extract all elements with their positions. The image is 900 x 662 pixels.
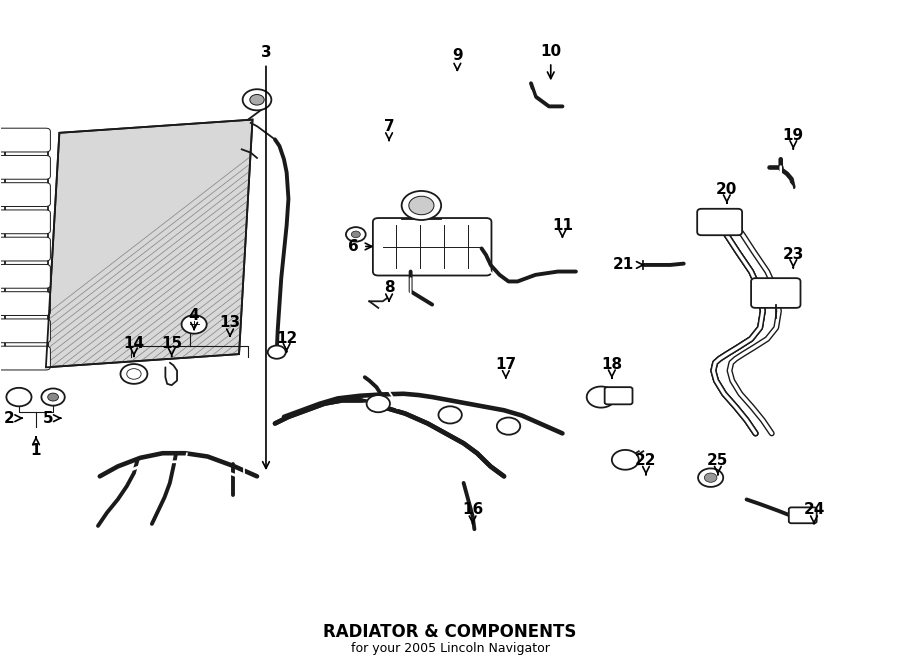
Circle shape [409,196,434,214]
Circle shape [366,395,390,412]
Circle shape [438,406,462,424]
Text: 13: 13 [220,314,240,330]
FancyBboxPatch shape [0,346,50,370]
Text: 25: 25 [707,453,728,469]
Text: 14: 14 [123,336,145,351]
FancyBboxPatch shape [0,319,50,343]
Circle shape [698,469,724,487]
Circle shape [250,95,265,105]
FancyBboxPatch shape [0,237,50,261]
Text: 4: 4 [189,308,200,323]
Circle shape [612,450,639,470]
Circle shape [182,315,207,334]
Circle shape [346,227,365,242]
Text: 7: 7 [383,119,394,134]
Text: 24: 24 [804,502,824,517]
Text: 2: 2 [4,410,14,426]
Text: 8: 8 [383,279,394,295]
Text: 6: 6 [347,239,358,254]
Text: 5: 5 [42,410,53,426]
Circle shape [41,389,65,406]
Text: 19: 19 [783,128,804,143]
Circle shape [48,393,58,401]
Text: 18: 18 [601,357,623,372]
FancyBboxPatch shape [0,264,50,288]
Circle shape [401,191,441,220]
Text: 3: 3 [261,45,271,60]
FancyBboxPatch shape [752,278,800,308]
Text: 17: 17 [495,357,517,372]
Polygon shape [46,120,253,367]
Circle shape [127,369,141,379]
Text: 16: 16 [462,502,483,517]
Text: for your 2005 Lincoln Navigator: for your 2005 Lincoln Navigator [351,641,550,655]
FancyBboxPatch shape [698,209,742,235]
Text: 11: 11 [552,218,573,233]
Circle shape [497,418,520,435]
Text: 22: 22 [635,453,657,469]
Text: 10: 10 [540,44,562,59]
Circle shape [705,473,717,483]
Text: 1: 1 [31,444,41,458]
FancyBboxPatch shape [0,210,50,234]
Text: 23: 23 [783,247,804,261]
FancyBboxPatch shape [373,218,491,275]
Text: RADIATOR & COMPONENTS: RADIATOR & COMPONENTS [323,622,577,641]
FancyBboxPatch shape [0,128,50,152]
Text: 9: 9 [452,48,463,64]
Circle shape [351,231,360,238]
FancyBboxPatch shape [0,183,50,207]
Text: 12: 12 [276,330,297,346]
Text: 20: 20 [716,182,737,197]
Polygon shape [5,133,48,367]
Text: 15: 15 [161,336,182,351]
FancyBboxPatch shape [605,387,633,404]
FancyBboxPatch shape [788,507,816,523]
Circle shape [268,346,286,359]
FancyBboxPatch shape [0,292,50,316]
FancyBboxPatch shape [0,156,50,179]
Text: 21: 21 [613,258,634,273]
Circle shape [6,388,32,406]
Circle shape [243,89,272,111]
Circle shape [587,387,616,408]
